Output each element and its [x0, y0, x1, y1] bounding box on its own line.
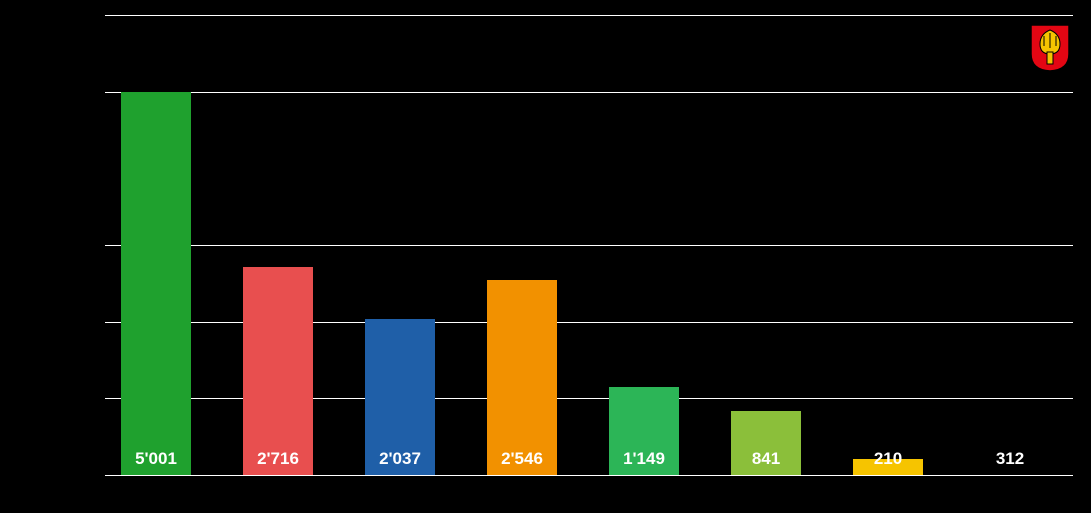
- bar-label: 2'037: [365, 449, 435, 469]
- bar: [487, 280, 557, 475]
- gridline: [105, 475, 1073, 476]
- bar-label: 841: [731, 449, 801, 469]
- bar: [243, 267, 313, 475]
- bar-label: 312: [975, 449, 1045, 469]
- chart-container: 5'001 2'716 2'037 2'546 1'149 841 210 312: [0, 0, 1091, 513]
- bar-label: 1'149: [609, 449, 679, 469]
- crest-logo: [1030, 24, 1070, 72]
- gridline: [105, 15, 1073, 16]
- gridline: [105, 245, 1073, 246]
- bar: [121, 92, 191, 475]
- plot-area: 5'001 2'716 2'037 2'546 1'149 841 210 312: [105, 15, 1073, 475]
- gridline: [105, 92, 1073, 93]
- bar-label: 2'716: [243, 449, 313, 469]
- bar-label: 210: [853, 449, 923, 469]
- bar-label: 2'546: [487, 449, 557, 469]
- bar-label: 5'001: [121, 449, 191, 469]
